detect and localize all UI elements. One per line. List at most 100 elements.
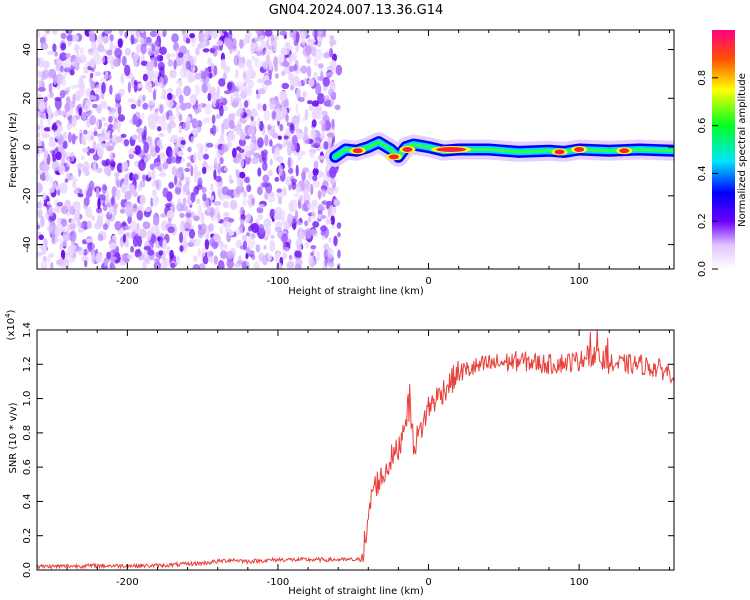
noise-speckle bbox=[65, 52, 71, 59]
noise-speckle bbox=[133, 203, 138, 209]
noise-speckle bbox=[58, 256, 64, 268]
noise-speckle bbox=[255, 244, 261, 253]
noise-speckle bbox=[69, 205, 75, 216]
noise-speckle bbox=[313, 180, 320, 188]
noise-speckle bbox=[208, 72, 213, 79]
noise-speckle bbox=[153, 56, 158, 68]
noise-speckle bbox=[216, 180, 223, 192]
noise-speckle bbox=[182, 183, 190, 193]
noise-speckle bbox=[65, 58, 71, 69]
noise-speckle bbox=[108, 205, 113, 215]
noise-speckle bbox=[212, 45, 218, 50]
noise-speckle bbox=[306, 58, 311, 64]
noise-speckle bbox=[286, 261, 294, 269]
noise-speckle bbox=[304, 220, 309, 227]
noise-speckle bbox=[260, 181, 269, 188]
colorbar-gradient bbox=[712, 30, 735, 269]
noise-speckle bbox=[157, 236, 161, 242]
noise-speckle bbox=[129, 172, 134, 181]
noise-speckle bbox=[243, 100, 249, 108]
noise-speckle bbox=[211, 114, 216, 125]
noise-speckle bbox=[74, 210, 80, 222]
noise-speckle bbox=[147, 113, 154, 126]
noise-speckle bbox=[104, 141, 112, 146]
noise-speckle bbox=[94, 71, 102, 77]
noise-speckle bbox=[59, 110, 67, 117]
noise-speckle bbox=[192, 127, 199, 135]
noise-speckle bbox=[80, 74, 87, 80]
noise-speckle bbox=[132, 51, 139, 62]
noise-speckle bbox=[177, 150, 184, 157]
noise-speckle bbox=[301, 37, 306, 46]
noise-speckle bbox=[219, 193, 226, 201]
noise-speckle bbox=[329, 35, 335, 41]
noise-speckle bbox=[238, 255, 242, 263]
noise-speckle bbox=[222, 118, 230, 130]
noise-speckle bbox=[130, 34, 135, 45]
noise-speckle bbox=[70, 233, 75, 241]
noise-speckle bbox=[96, 104, 102, 114]
noise-speckle bbox=[253, 42, 259, 48]
noise-speckle bbox=[45, 256, 51, 263]
noise-speckle bbox=[268, 45, 276, 50]
noise-speckle bbox=[310, 128, 317, 140]
noise-speckle bbox=[124, 64, 131, 77]
noise-speckle bbox=[159, 55, 164, 62]
noise-speckle bbox=[295, 184, 302, 193]
noise-speckle bbox=[69, 85, 77, 90]
noise-speckle bbox=[108, 116, 113, 123]
noise-speckle bbox=[91, 216, 96, 221]
noise-speckle bbox=[235, 81, 244, 90]
noise-speckle bbox=[312, 30, 319, 38]
noise-speckle bbox=[117, 38, 123, 48]
noise-speckle bbox=[282, 60, 290, 68]
noise-speckle bbox=[271, 144, 275, 154]
noise-speckle bbox=[167, 92, 173, 101]
noise-speckle bbox=[198, 263, 206, 269]
figure-title: GN04.2024.007.13.36.G14 bbox=[269, 3, 444, 18]
noise-speckle bbox=[293, 193, 300, 198]
noise-speckle bbox=[230, 94, 234, 104]
noise-speckle bbox=[159, 32, 163, 37]
noise-speckle bbox=[109, 34, 114, 42]
noise-speckle bbox=[269, 158, 273, 166]
noise-speckle bbox=[70, 175, 76, 181]
noise-speckle bbox=[185, 212, 192, 218]
noise-speckle bbox=[320, 144, 324, 150]
noise-speckle bbox=[240, 90, 248, 99]
noise-speckle bbox=[115, 103, 121, 108]
noise-speckle bbox=[142, 94, 146, 102]
noise-speckle bbox=[90, 80, 96, 90]
noise-speckle bbox=[42, 60, 50, 69]
noise-speckle bbox=[159, 106, 164, 113]
top-y-axis-label: Frequency (Hz) bbox=[8, 112, 19, 188]
noise-speckle bbox=[281, 82, 290, 90]
noise-speckle bbox=[321, 188, 326, 198]
noise-speckle bbox=[236, 129, 241, 136]
noise-speckle bbox=[95, 252, 103, 264]
top-y-axis: -40 -20 0 20 40 bbox=[22, 43, 674, 253]
noise-speckle bbox=[137, 118, 143, 126]
noise-speckle bbox=[166, 87, 173, 93]
noise-speckle bbox=[329, 41, 334, 48]
noise-speckle bbox=[134, 179, 138, 190]
noise-speckle bbox=[260, 150, 264, 157]
noise-speckle bbox=[47, 225, 54, 233]
noise-speckle bbox=[291, 181, 297, 190]
noise-speckle bbox=[97, 234, 104, 242]
noise-speckle bbox=[88, 30, 96, 35]
noise-speckle bbox=[88, 48, 94, 56]
noise-speckle bbox=[81, 255, 89, 263]
noise-speckle bbox=[81, 154, 85, 161]
noise-speckle bbox=[59, 144, 65, 155]
colorbar-ticks: 0.0 0.2 0.4 0.6 0.8 bbox=[697, 70, 718, 277]
noise-speckle bbox=[301, 150, 306, 156]
noise-speckle bbox=[179, 245, 184, 252]
y-tick-label: 0.8 bbox=[22, 425, 33, 441]
noise-speckle bbox=[258, 154, 264, 164]
noise-speckle bbox=[61, 76, 67, 87]
noise-speckle bbox=[273, 65, 279, 72]
noise-speckle bbox=[218, 78, 226, 87]
noise-speckle bbox=[193, 172, 199, 183]
noise-speckle bbox=[51, 124, 58, 131]
